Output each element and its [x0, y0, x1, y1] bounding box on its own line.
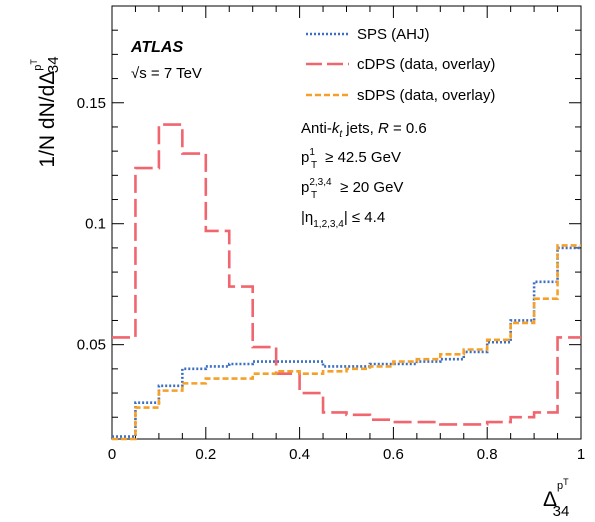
legend-label-sdps: sDPS (data, overlay) [357, 87, 495, 104]
x-tick-label: 0.6 [383, 446, 404, 463]
energy-label: √s = 7 TeV [131, 65, 202, 82]
eta-cut: |η1,2,3,4| ≤ 4.4 [301, 209, 385, 230]
x-axis-title: ΔpT 34 [543, 477, 569, 520]
legend-label-sps: SPS (AHJ) [357, 26, 430, 43]
x-tick-label: 0.2 [195, 446, 216, 463]
x-tick-label: 0 [108, 446, 116, 463]
legend-label-cdps: cDPS (data, overlay) [357, 56, 495, 73]
x-tick-label: 0.8 [477, 446, 498, 463]
y-axis-title: 1/N dN/dΔpT 34 [29, 56, 62, 167]
jet-algo-label: Anti-kt jets, R = 0.6 [301, 120, 427, 140]
subleading-pt-cut: p2,3,4 T ≥ 20 GeV [301, 177, 403, 201]
leading-pt-cut: p1 T ≥ 42.5 GeV [301, 147, 401, 171]
atlas-label: ATLAS [130, 39, 183, 56]
legend: SPS (AHJ) cDPS (data, overlay) sDPS (dat… [306, 26, 495, 104]
plot-area: 0 0.2 0.4 0.6 0.8 1 0.05 0.1 0.15 [77, 5, 585, 463]
y-tick-label: 0.1 [85, 216, 106, 233]
y-tick-label: 0.15 [77, 95, 106, 112]
x-tick-label: 0.4 [289, 446, 310, 463]
series-sps [112, 246, 581, 438]
y-tick-label: 0.05 [77, 337, 106, 354]
series-cdps [112, 123, 581, 426]
series-sdps [112, 244, 581, 441]
x-tick-label: 1 [577, 446, 585, 463]
